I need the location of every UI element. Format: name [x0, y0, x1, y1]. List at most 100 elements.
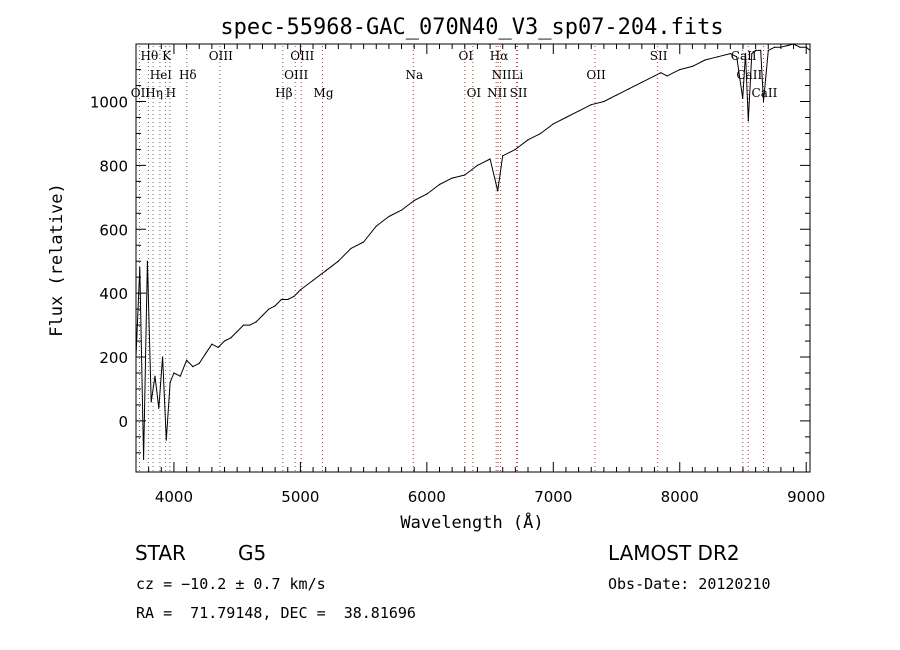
spectrum-point-27 — [280, 298, 283, 301]
spectrum-point-44 — [476, 164, 479, 166]
observation-date: Obs-Date: 20120210 — [608, 575, 771, 593]
spectrum-point-30 — [299, 289, 301, 291]
spectrum-point-43 — [464, 174, 466, 176]
spectrum-point-33 — [337, 260, 339, 262]
spectrum-point-76 — [773, 46, 776, 48]
marker-label-10: OIII — [284, 68, 308, 82]
object-subclass: G5 — [238, 541, 267, 565]
spectrum-point-17 — [217, 346, 219, 349]
spectrum-point-47 — [502, 155, 504, 157]
marker-label-4: OI — [458, 49, 473, 63]
spectrum-point-37 — [388, 215, 390, 218]
spectrum-point-78 — [786, 44, 788, 47]
x-tick-label-0: 4000 — [155, 488, 193, 506]
spectrum-point-15 — [204, 353, 207, 355]
x-tick-label-3: 7000 — [534, 488, 572, 506]
spectrum-point-6 — [158, 407, 160, 409]
spectrum-point-57 — [628, 88, 630, 90]
coordinates: RA = 71.79148, DEC = 38.81696 — [136, 604, 416, 622]
marker-label-0: Hθ — [141, 49, 159, 63]
spectrum-point-32 — [325, 270, 327, 272]
spectrum-point-34 — [350, 247, 352, 250]
marker-label-15: CaII — [736, 68, 762, 82]
spectrum-point-80 — [799, 46, 801, 48]
spectrum-point-24 — [261, 314, 264, 317]
object-class: STAR — [135, 541, 186, 565]
marker-label-12: NII — [492, 68, 512, 82]
spectrum-point-64 — [704, 59, 706, 61]
spectrum-point-67 — [736, 56, 738, 58]
spectrum-point-69 — [744, 52, 747, 55]
y-tick-label-1: 200 — [99, 349, 128, 367]
spectrum-point-46 — [497, 190, 499, 192]
spectrum-point-2 — [142, 458, 145, 460]
marker-label-22: NII — [487, 86, 507, 100]
spectrum-point-70 — [747, 120, 749, 122]
y-tick-label-3: 600 — [99, 221, 128, 239]
spectrum-point-39 — [413, 199, 415, 202]
spectrum-point-29 — [293, 295, 295, 297]
marker-label-20: Mg — [314, 86, 334, 100]
spectrum-series — [135, 43, 811, 460]
spectrum-point-65 — [717, 56, 719, 58]
spectrum-point-72 — [755, 49, 757, 51]
spectrum-point-3 — [146, 260, 148, 262]
spectrum-point-21 — [242, 324, 245, 326]
spectrum-point-36 — [375, 225, 377, 227]
spectrum-point-68 — [742, 97, 744, 99]
y-tick-label-5: 1000 — [90, 93, 128, 111]
marker-label-3: OIII — [290, 49, 314, 63]
spectrum-point-7 — [161, 356, 164, 358]
survey-name: LAMOST DR2 — [608, 541, 740, 565]
spectrum-point-61 — [666, 75, 668, 77]
spectrum-point-66 — [729, 52, 731, 55]
marker-label-21: OI — [467, 86, 482, 100]
marker-label-17: Hη — [145, 86, 163, 100]
spectrum-point-11 — [179, 375, 181, 377]
spectrum-point-60 — [660, 72, 662, 74]
x-axis-title: Wavelength (Å) — [400, 511, 543, 533]
y-tick-label-4: 800 — [99, 157, 128, 175]
spectrum-point-20 — [236, 330, 238, 333]
marker-label-1: K — [162, 49, 172, 63]
marker-label-9: Hδ — [179, 68, 197, 82]
x-tick-label-2: 6000 — [408, 488, 446, 506]
spectrum-point-42 — [451, 177, 453, 179]
spectrum-point-19 — [230, 337, 232, 339]
spectrum-point-9 — [169, 381, 171, 384]
plot-frame — [135, 43, 811, 473]
y-tick-label-2: 400 — [99, 285, 128, 303]
spectrum-point-18 — [223, 340, 226, 342]
marker-label-19: Hβ — [275, 86, 292, 100]
spectrum-point-56 — [615, 94, 618, 96]
spectrum-point-41 — [438, 183, 441, 186]
spectrum-point-8 — [165, 439, 167, 441]
spectrum-point-4 — [150, 401, 152, 403]
marker-label-14: OII — [586, 68, 606, 82]
marker-label-23: SII — [510, 86, 528, 100]
spectrum-point-23 — [255, 321, 257, 323]
x-tick-label-4: 8000 — [661, 488, 699, 506]
spectrum-point-73 — [760, 49, 762, 51]
spectrum-point-74 — [762, 100, 765, 103]
spectrum-point-58 — [641, 81, 643, 83]
spectrum-point-5 — [154, 375, 156, 377]
spectrum-point-28 — [287, 298, 289, 301]
spectrum-point-13 — [192, 365, 194, 368]
marker-label-2: OIII — [209, 49, 233, 63]
axis-ticks: 4000 5000 6000 7000 8000 9000 0 200 400 600 800 100… — [90, 44, 825, 506]
spectrum-point-12 — [185, 359, 188, 361]
y-axis-title: Flux (relative) — [47, 183, 67, 337]
spectrum-point-48 — [514, 148, 516, 151]
spectrum-point-53 — [577, 110, 580, 112]
redshift-velocity: cz = −10.2 ± 0.7 km/s — [136, 575, 326, 593]
spectrum-point-25 — [268, 308, 270, 310]
spectrum-point-49 — [527, 139, 529, 141]
marker-label-6: SII — [650, 49, 668, 63]
marker-label-18: H — [166, 86, 176, 100]
spectrum-point-16 — [211, 343, 213, 345]
spectrum-point-54 — [590, 104, 592, 106]
x-tick-label-5: 9000 — [787, 488, 825, 506]
